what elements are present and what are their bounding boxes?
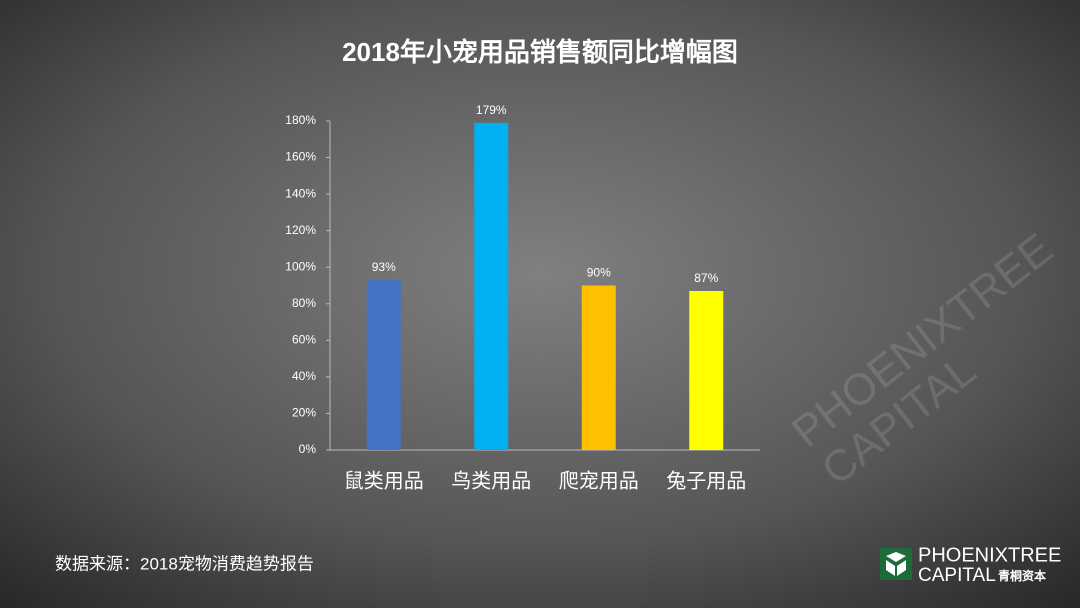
- logo-text: PHOENIXTREE: [918, 544, 1061, 566]
- bar: [581, 285, 616, 450]
- y-tick-label: 60%: [292, 333, 316, 347]
- y-tick-label: 20%: [292, 406, 316, 420]
- y-tick-label: 0%: [299, 442, 317, 456]
- source: 数据来源：2018宠物消费趋势报告: [55, 554, 314, 573]
- x-tick-label: 鸟类用品: [451, 469, 531, 492]
- logo: PHOENIXTREE CAPITAL 青桐资本: [880, 544, 1061, 586]
- value-label: 90%: [587, 266, 611, 280]
- chart-title: 2018年小宠用品销售额同比增幅图: [342, 37, 738, 67]
- y-tick-label: 180%: [285, 113, 316, 127]
- logo-text-cn: 青桐资本: [998, 568, 1046, 583]
- value-label: 93%: [372, 260, 396, 274]
- bar: [474, 122, 509, 451]
- y-tick-label: 140%: [285, 186, 316, 200]
- y-tick-label: 100%: [285, 259, 316, 273]
- x-tick-label: 鼠类用品: [344, 469, 424, 492]
- logo-glyph: [886, 552, 906, 576]
- value-label: 87%: [694, 271, 718, 285]
- x-tick-label: 兔子用品: [666, 469, 746, 492]
- y-tick-label: 120%: [285, 223, 316, 237]
- x-tick-label: 爬宠用品: [559, 469, 639, 492]
- y-tick-label: 80%: [292, 296, 316, 310]
- y-tick-label: 40%: [292, 369, 316, 383]
- y-tick-label: 160%: [285, 150, 316, 164]
- bar: [689, 290, 724, 450]
- bar: [366, 280, 401, 450]
- value-label: 179%: [476, 103, 507, 117]
- logo-text: CAPITAL: [918, 565, 996, 586]
